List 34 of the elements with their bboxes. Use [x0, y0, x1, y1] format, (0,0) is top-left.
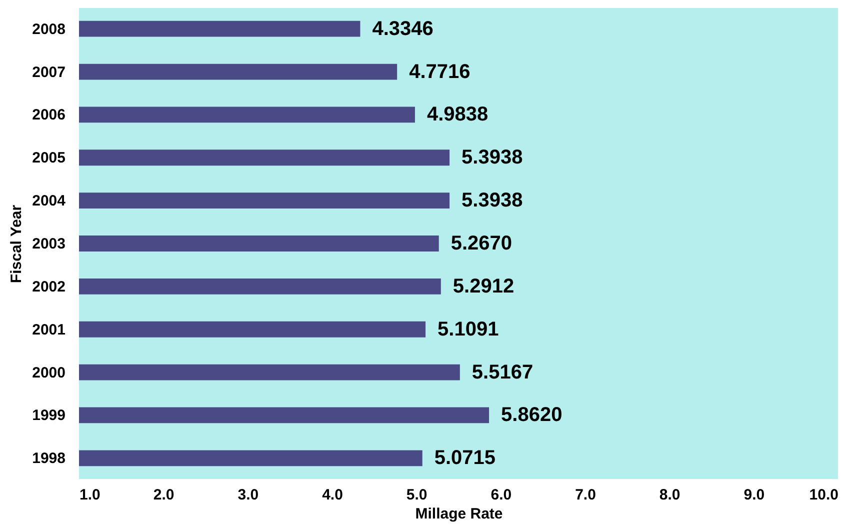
y-tick-label: 1999	[32, 407, 66, 424]
x-tick-label: 4.0	[322, 486, 343, 504]
data-label: 4.3346	[372, 18, 434, 40]
data-label: 4.9838	[426, 104, 488, 126]
data-label: 5.3938	[462, 190, 523, 212]
y-tick-label: 2006	[32, 106, 66, 124]
data-label: 5.1091	[438, 318, 499, 340]
data-label: 5.5167	[472, 361, 534, 384]
y-tick-label: 2002	[32, 278, 66, 296]
x-tick-label: 7.0	[575, 486, 596, 504]
x-tick-label: 2.0	[153, 486, 174, 504]
x-tick-label: 1.0	[80, 486, 100, 504]
x-tick-label: 8.0	[659, 486, 680, 504]
data-label: 5.2670	[450, 232, 512, 254]
data-label: 5.8620	[501, 404, 562, 426]
x-tick-label: 6.0	[490, 486, 512, 504]
y-tick-label: 2000	[32, 364, 66, 382]
x-tick-label: 10.0	[809, 486, 838, 504]
y-tick-label: 2001	[32, 321, 66, 338]
data-label: 5.3938	[462, 146, 523, 169]
data-label: 4.7716	[409, 60, 470, 83]
y-tick-label: 2003	[32, 236, 66, 252]
y-tick-label: 1998	[32, 450, 66, 468]
y-tick-label: 2008	[32, 20, 66, 38]
x-tick-label: 3.0	[238, 486, 259, 504]
y-axis-title: Fiscal Year	[8, 204, 26, 284]
data-label: 5.0715	[434, 447, 496, 470]
y-tick-label: 2005	[32, 150, 66, 167]
x-tick-label: 9.0	[744, 486, 765, 504]
y-tick-label: 2007	[32, 64, 66, 81]
x-tick-label: 5.0	[406, 486, 428, 504]
data-label: 5.2912	[452, 275, 514, 298]
y-tick-label: 2004	[32, 192, 66, 210]
x-axis-title: Millage Rate	[415, 506, 503, 522]
